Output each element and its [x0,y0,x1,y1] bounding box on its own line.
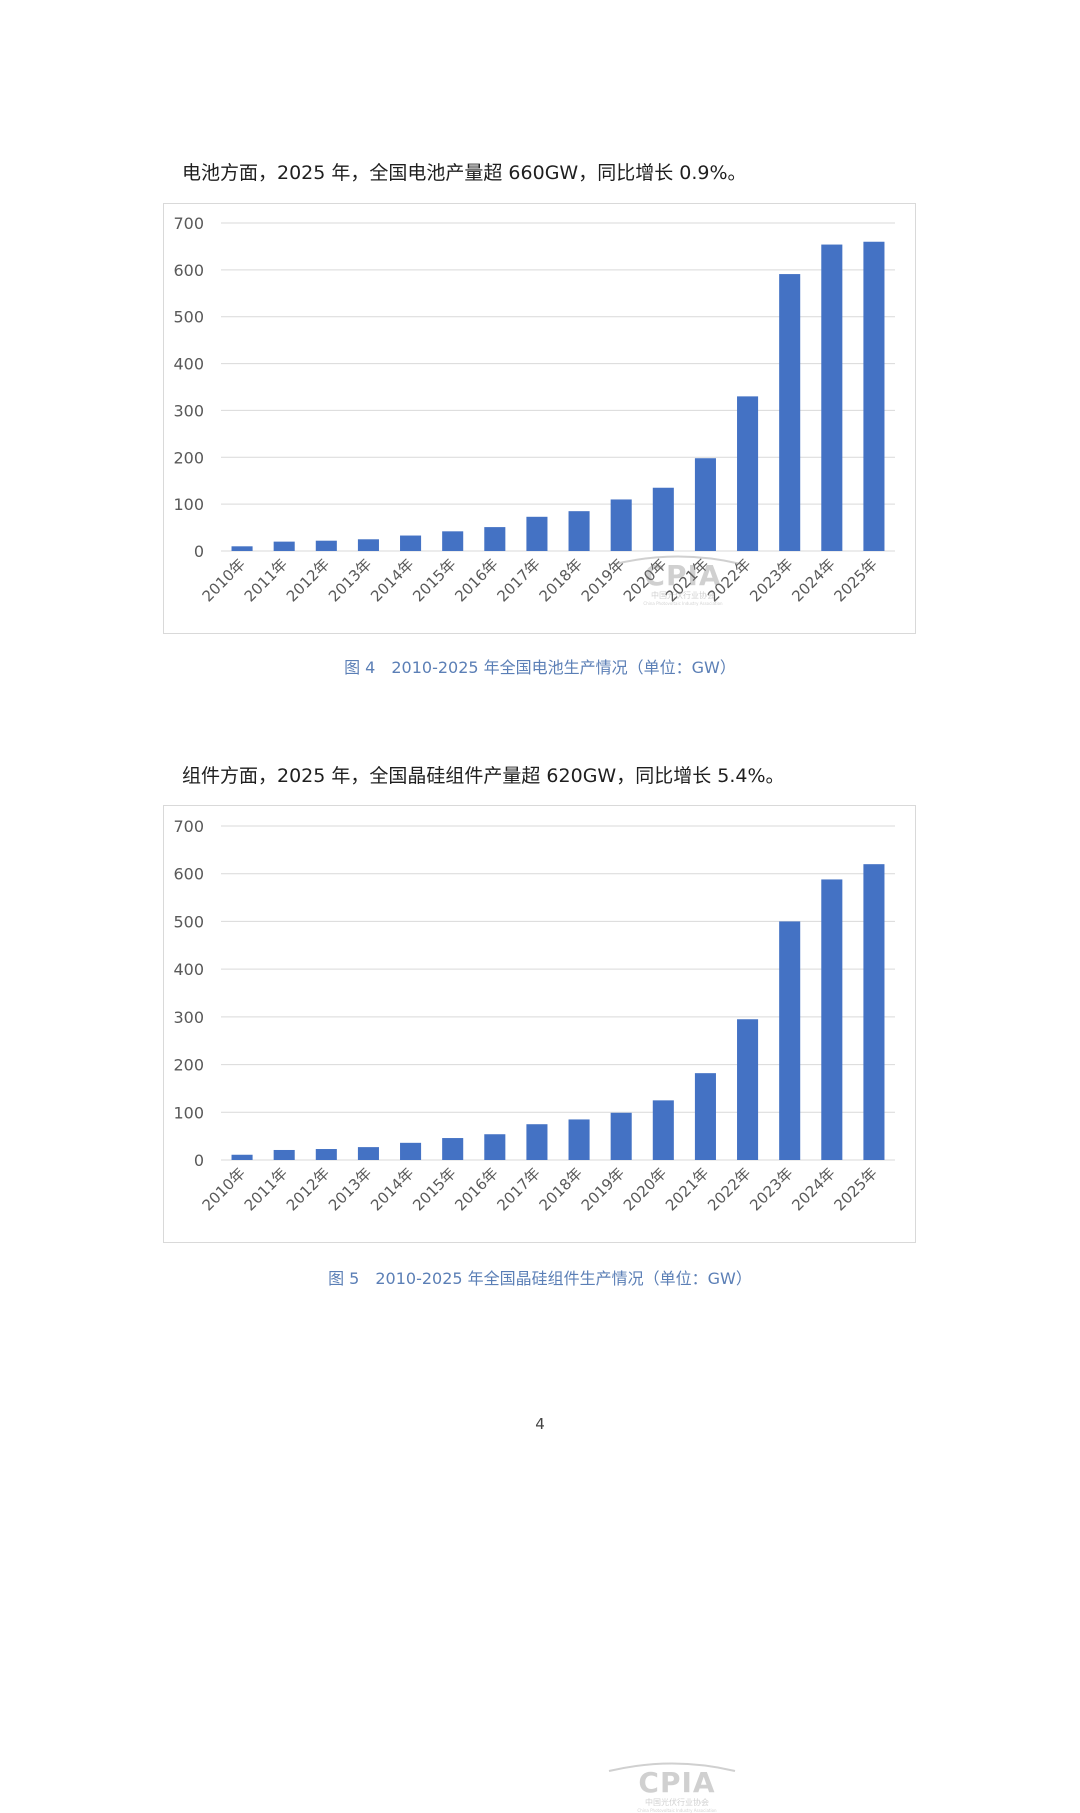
bar-2020年 [652,487,674,551]
bar-2013年 [357,1147,379,1160]
x-tick-label: 2015年 [409,1164,459,1214]
x-tick-label: 2020年 [620,1164,670,1214]
watermark-logo-text: CPIA [638,1766,716,1799]
y-tick-label: 500 [173,308,204,327]
cpia-watermark-logo: CPIA 中国光伏行业协会 China Photovoltaic Industr… [607,1762,747,1813]
bar-2017年 [526,516,548,551]
x-tick-label: 2010年 [199,1164,249,1214]
bar-2020年 [652,1100,674,1160]
bar-2016年 [484,1134,506,1160]
bar-2022年 [737,1019,759,1160]
x-tick-label: 2016年 [451,1164,501,1214]
x-tick-label: 2011年 [241,1164,291,1214]
bar-2024年 [821,244,843,551]
chart-cell-production: 0 100 200 300 400 500 600 700 2010年 2011年 2012年 201… [163,203,916,634]
figure-4-caption: 图 4 2010-2025 年全国电池生产情况（单位：GW） [344,658,736,677]
bar-2014年 [400,1142,422,1160]
bar-2016年 [484,527,506,551]
paragraph-module-production: 组件方面，2025 年，全国晶硅组件产量超 620GW，同比增长 5.4%。 [182,765,785,787]
x-tick-label: 2010年 [199,555,249,605]
x-tick-label: 2024年 [788,555,838,605]
x-tick-label: 2018年 [536,555,586,605]
x-tick-label: 2012年 [283,555,333,605]
y-tick-label: 0 [194,1151,204,1170]
bar-2018年 [568,511,590,551]
y-tick-label: 200 [173,1056,204,1075]
chart-module-production: 0 100 200 300 400 500 600 700 2010年 2011年 2012年 201… [163,805,916,1813]
x-tick-label: 2017年 [493,1164,543,1214]
bar-2022年 [737,396,759,551]
x-tick-label: 2014年 [367,1164,417,1214]
bar-2015年 [442,1138,464,1160]
y-tick-label: 600 [173,261,204,280]
bar-2017年 [526,1124,548,1160]
bar-2023年 [779,921,801,1160]
bar-2018年 [568,1119,590,1160]
x-tick-label: 2013年 [325,555,375,605]
x-tick-label: 2022年 [704,555,754,605]
bar-2019年 [610,499,632,551]
bar-2012年 [315,1149,337,1160]
x-tick-label: 2015年 [409,555,459,605]
y-tick-label: 700 [173,214,204,233]
x-tick-label: 2023年 [746,1164,796,1214]
y-tick-label: 600 [173,865,204,884]
x-tick-label: 2025年 [830,1164,880,1214]
x-tick-label: 2024年 [788,1164,838,1214]
y-tick-label: 400 [173,960,204,979]
y-tick-label: 300 [173,401,204,420]
y-tick-label: 100 [173,1103,204,1122]
bar-2024年 [821,879,843,1160]
x-tick-label: 2014年 [367,555,417,605]
x-tick-label: 2013年 [325,1164,375,1214]
x-tick-label: 2022年 [704,1164,754,1214]
x-tick-label: 2019年 [578,1164,628,1214]
y-tick-label: 0 [194,542,204,561]
bar-2011年 [273,1149,295,1160]
y-tick-label: 400 [173,355,204,374]
x-tick-label: 2012年 [283,1164,333,1214]
y-tick-label: 200 [173,448,204,467]
x-tick-label: 2011年 [241,555,291,605]
bar-2019年 [610,1112,632,1160]
bar-2015年 [442,531,464,551]
bar-2014年 [400,535,422,551]
bar-2021年 [694,1073,716,1160]
bar-2023年 [779,274,801,551]
x-tick-label: 2021年 [662,1164,712,1214]
bar-2010年 [231,1154,253,1160]
paragraph-cell-production: 电池方面，2025 年，全国电池产量超 660GW，同比增长 0.9%。 [182,162,747,184]
y-tick-label: 700 [173,817,204,836]
bar-2011年 [273,541,295,551]
x-tick-label: 2016年 [451,555,501,605]
bar-2021年 [694,458,716,551]
x-tick-label: 2019年 [578,555,628,605]
bar-2012年 [315,540,337,551]
x-tick-label: 2021年 [662,555,712,605]
x-tick-label: 2023年 [746,555,796,605]
x-tick-label: 2017年 [493,555,543,605]
bar-2010年 [231,546,253,551]
bar-2025年 [863,864,885,1160]
figure-5-caption: 图 5 2010-2025 年全国晶硅组件生产情况（单位：GW） [328,1269,752,1288]
chart-cell-svg: 01002003004005006007002010年2011年2012年201… [173,214,895,605]
x-tick-label: 2018年 [536,1164,586,1214]
y-tick-label: 100 [173,495,204,514]
page-number: 4 [535,1415,545,1433]
y-tick-label: 300 [173,1008,204,1027]
bar-2025年 [863,241,885,551]
bar-2013年 [357,539,379,551]
x-tick-label: 2020年 [620,555,670,605]
chart-module-svg: 01002003004005006007002010年2011年2012年201… [173,817,895,1214]
y-tick-label: 500 [173,912,204,931]
x-tick-label: 2025年 [830,555,880,605]
